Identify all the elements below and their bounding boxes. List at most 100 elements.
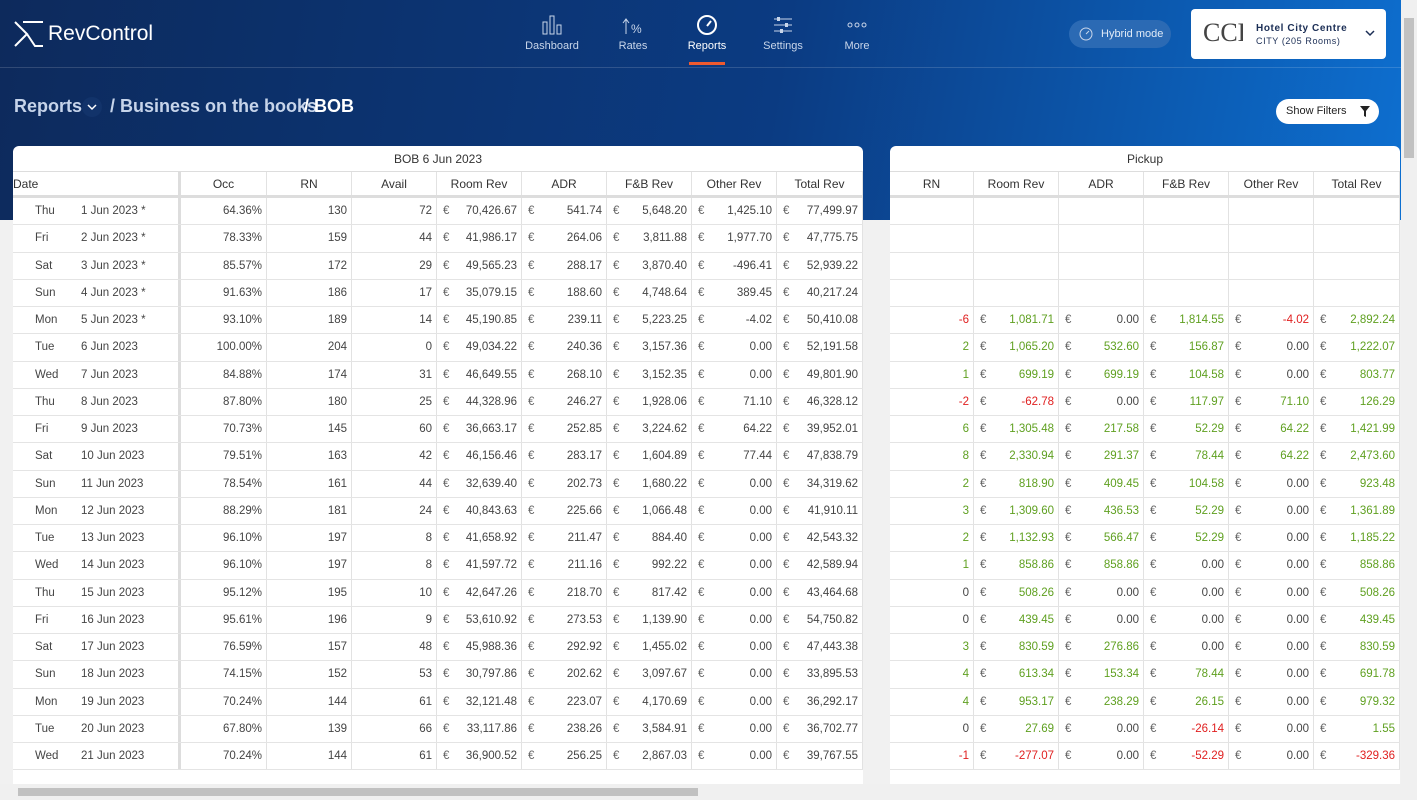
cell-value: 3,584.91: [642, 723, 687, 735]
svg-text:%: %: [631, 22, 642, 36]
currency: €: [613, 716, 619, 742]
table-cell: €77.44: [692, 443, 777, 469]
column-header: RN: [890, 172, 974, 195]
table-cell: Sun4 Jun 2023 *: [13, 280, 181, 306]
table-cell: 96.10%: [181, 525, 267, 551]
nav-item[interactable]: Reports: [672, 8, 742, 52]
cell-value: 541.74: [567, 205, 602, 217]
cell-value: 61: [419, 750, 432, 762]
table-row: 4€953.17€238.29€26.15€0.00€979.32: [890, 689, 1400, 716]
currency: €: [1065, 607, 1071, 633]
table-cell: €36,900.52: [437, 743, 522, 769]
nav-item[interactable]: Dashboard: [517, 8, 587, 52]
table-row: 0€508.26€0.00€0.00€0.00€508.26: [890, 580, 1400, 607]
currency: €: [1150, 552, 1156, 578]
table-cell: -1: [890, 743, 974, 769]
table-row: 2€1,132.93€566.47€52.29€0.00€1,185.22: [890, 525, 1400, 552]
table-cell: 95.12%: [181, 580, 267, 606]
table-cell: €0.00: [1229, 716, 1314, 742]
table-row: [890, 225, 1400, 252]
table-cell: 14: [352, 307, 437, 333]
table-cell: €26.15: [1144, 689, 1229, 715]
table-cell: 44: [352, 471, 437, 497]
cell-value: 41,910.11: [808, 505, 858, 517]
cell-value: 1,425.10: [727, 205, 772, 217]
cell-value: 409.45: [1104, 478, 1139, 490]
table-cell: 61: [352, 743, 437, 769]
cell-value: 64.22: [743, 423, 772, 435]
currency: €: [698, 607, 704, 633]
logo: [13, 20, 45, 48]
nav-item[interactable]: %Rates: [598, 8, 668, 52]
currency: €: [1150, 689, 1156, 715]
cell-value: 180: [328, 396, 347, 408]
table-cell: 95.61%: [181, 607, 267, 633]
table-cell: €0.00: [1229, 498, 1314, 524]
currency: €: [783, 471, 789, 497]
currency: €: [980, 416, 986, 442]
table-cell: 29: [352, 253, 437, 279]
currency: €: [443, 416, 449, 442]
currency: €: [783, 689, 789, 715]
hotel-selector[interactable]: CCH Hotel City Centre CITY (205 Rooms): [1191, 9, 1386, 59]
nav-item[interactable]: Settings: [748, 8, 818, 52]
currency: €: [980, 634, 986, 660]
currency: €: [1150, 471, 1156, 497]
currency: €: [528, 580, 534, 606]
table-row: Fri9 Jun 202370.73%14560€36,663.17€252.8…: [13, 416, 863, 443]
nav-item[interactable]: More: [822, 8, 892, 52]
table-cell: €77,499.97: [777, 198, 863, 224]
currency: €: [783, 607, 789, 633]
table-cell: €0.00: [692, 689, 777, 715]
currency: €: [698, 471, 704, 497]
mode-button[interactable]: Hybrid mode: [1069, 20, 1171, 48]
currency: €: [698, 280, 704, 306]
show-filters-button[interactable]: Show Filters: [1276, 99, 1379, 124]
table-cell: €78.44: [1144, 443, 1229, 469]
table-cell: 84.88%: [181, 362, 267, 388]
table-cell: €49,801.90: [777, 362, 863, 388]
currency: €: [1235, 743, 1241, 769]
table-cell: Sat10 Jun 2023: [13, 443, 181, 469]
table-cell: 186: [267, 280, 352, 306]
cell-value: 42: [419, 450, 432, 462]
currency: €: [1235, 661, 1241, 687]
table-cell: €858.86: [974, 552, 1059, 578]
table-cell: €268.10: [522, 362, 607, 388]
table-cell: €541.74: [522, 198, 607, 224]
cell-value: 196: [328, 614, 347, 626]
table-cell: €5,223.25: [607, 307, 692, 333]
currency: €: [613, 743, 619, 769]
currency: €: [528, 716, 534, 742]
breadcrumb-dropdown[interactable]: [81, 96, 103, 118]
table-cell: €47,838.79: [777, 443, 863, 469]
breadcrumb-reports[interactable]: Reports: [14, 96, 82, 117]
cell-value: 508.26: [1019, 587, 1054, 599]
table-cell: Thu15 Jun 2023: [13, 580, 181, 606]
nav-label: Reports: [672, 40, 742, 52]
table-cell: 163: [267, 443, 352, 469]
cell-value: 0.00: [1287, 559, 1309, 571]
table-cell: €292.92: [522, 634, 607, 660]
cell-value: 85.57%: [223, 260, 262, 272]
currency: €: [783, 634, 789, 660]
cell-value: 830.59: [1019, 641, 1054, 653]
cell-value: 0.00: [750, 559, 772, 571]
table-cell: 145: [267, 416, 352, 442]
currency: €: [783, 580, 789, 606]
currency: €: [1150, 634, 1156, 660]
cell-value: 273.53: [567, 614, 602, 626]
table-cell: [1059, 198, 1144, 224]
table-cell: €1,421.99: [1314, 416, 1400, 442]
table-cell: €566.47: [1059, 525, 1144, 551]
table-cell: 6: [890, 416, 974, 442]
currency: €: [613, 389, 619, 415]
table-row: Thu1 Jun 2023 *64.36%13072€70,426.67€541…: [13, 198, 863, 225]
horizontal-scrollbar[interactable]: [0, 784, 1401, 800]
vertical-scrollbar[interactable]: [1401, 0, 1417, 800]
currency: €: [980, 689, 986, 715]
cell-value: 204: [328, 341, 347, 353]
breadcrumb-section[interactable]: / Business on the books: [110, 96, 317, 117]
table-cell: €202.73: [522, 471, 607, 497]
cell-value: 2: [963, 478, 969, 490]
